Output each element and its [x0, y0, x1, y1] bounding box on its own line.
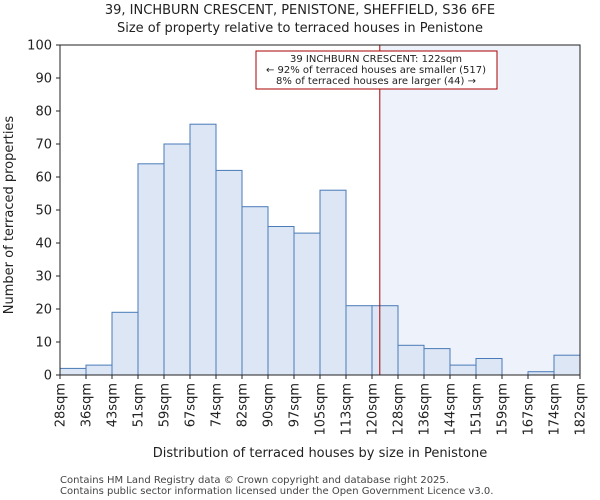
plot-frame: [59, 44, 581, 376]
bar-90sqm: [267, 226, 295, 376]
x-tick-label: 182sqm: [574, 383, 589, 436]
bar-28sqm: [59, 367, 87, 376]
y-tick-label: 100: [27, 39, 52, 54]
y-tick-label: 20: [35, 303, 52, 318]
bar-120sqm: [371, 305, 399, 376]
x-tick-label: 36sqm: [80, 383, 95, 427]
x-tick-label: 59sqm: [158, 383, 173, 427]
x-tick-label: 43sqm: [106, 383, 121, 427]
x-tick-label: 74sqm: [210, 383, 225, 427]
bar-174sqm: [553, 354, 581, 376]
x-tick-label: 159sqm: [496, 383, 511, 436]
y-tick-label: 10: [35, 336, 52, 351]
y-tick-label: 50: [35, 204, 52, 219]
footer-line-1: Contains HM Land Registry data © Crown c…: [60, 475, 449, 486]
x-tick-label: 97sqm: [288, 383, 303, 427]
x-tick-label: 113sqm: [340, 383, 355, 436]
bar-74sqm: [215, 169, 243, 376]
bar-67sqm: [189, 123, 217, 376]
y-tick-label: 70: [35, 138, 52, 153]
annotation-box: [255, 50, 498, 90]
y-axis-label: Number of terraced properties: [2, 116, 17, 315]
x-tick-label: 128sqm: [392, 383, 407, 436]
y-tick-label: 80: [35, 105, 52, 120]
larger-region-highlight: [379, 45, 580, 375]
bar-151sqm: [475, 358, 503, 376]
y-tick-label: 60: [35, 171, 52, 186]
x-tick-label: 105sqm: [314, 383, 329, 436]
marker-annotation: 39 INCHBURN CRESCENT: 122sqm ← 92% of te…: [255, 50, 498, 90]
y-tick-label: 0: [44, 369, 52, 384]
annotation-line-1: 39 INCHBURN CRESCENT: 122sqm: [290, 54, 462, 65]
bar-51sqm: [137, 163, 165, 376]
bar-113sqm: [345, 305, 373, 376]
bar-105sqm: [319, 189, 347, 376]
x-tick-label: 144sqm: [444, 383, 459, 436]
bar-144sqm: [449, 364, 477, 376]
bar-36sqm: [85, 364, 113, 376]
bars: [59, 123, 581, 376]
x-tick-label: 167sqm: [522, 383, 537, 436]
bar-59sqm: [163, 143, 191, 376]
x-tick-label: 82sqm: [236, 383, 251, 427]
y-tick-label: 30: [35, 270, 52, 285]
annotation-line-3: 8% of terraced houses are larger (44) →: [276, 76, 476, 87]
x-tick-label: 90sqm: [262, 383, 277, 427]
x-axis-label: Distribution of terraced houses by size …: [153, 446, 487, 461]
x-tick-label: 28sqm: [54, 383, 69, 427]
bar-82sqm: [241, 206, 269, 376]
x-tick-label: 120sqm: [366, 383, 381, 436]
y-tick-label: 90: [35, 72, 52, 87]
x-tick-label: 67sqm: [184, 383, 199, 427]
x-tick-label: 174sqm: [548, 383, 563, 436]
chart-title: 39, INCHBURN CRESCENT, PENISTONE, SHEFFI…: [105, 3, 495, 18]
bar-136sqm: [423, 348, 451, 376]
y-tick-label: 40: [35, 237, 52, 252]
chart-subtitle: Size of property relative to terraced ho…: [117, 21, 483, 36]
bar-128sqm: [397, 344, 425, 376]
y-axis-ticks: 0 10 20 30 40 50 60 70 80 90 100: [27, 39, 60, 384]
bar-97sqm: [293, 232, 321, 376]
x-tick-label: 51sqm: [132, 383, 147, 427]
x-tick-label: 136sqm: [418, 383, 433, 436]
annotation-line-2: ← 92% of terraced houses are smaller (51…: [266, 65, 486, 76]
bar-43sqm: [111, 311, 139, 376]
footer-line-2: Contains public sector information licen…: [60, 486, 493, 497]
x-tick-label: 151sqm: [470, 383, 485, 436]
x-axis-ticks: 28sqm 36sqm 43sqm 51sqm 59sqm 67sqm 74sqm 82sqm…: [54, 375, 589, 436]
